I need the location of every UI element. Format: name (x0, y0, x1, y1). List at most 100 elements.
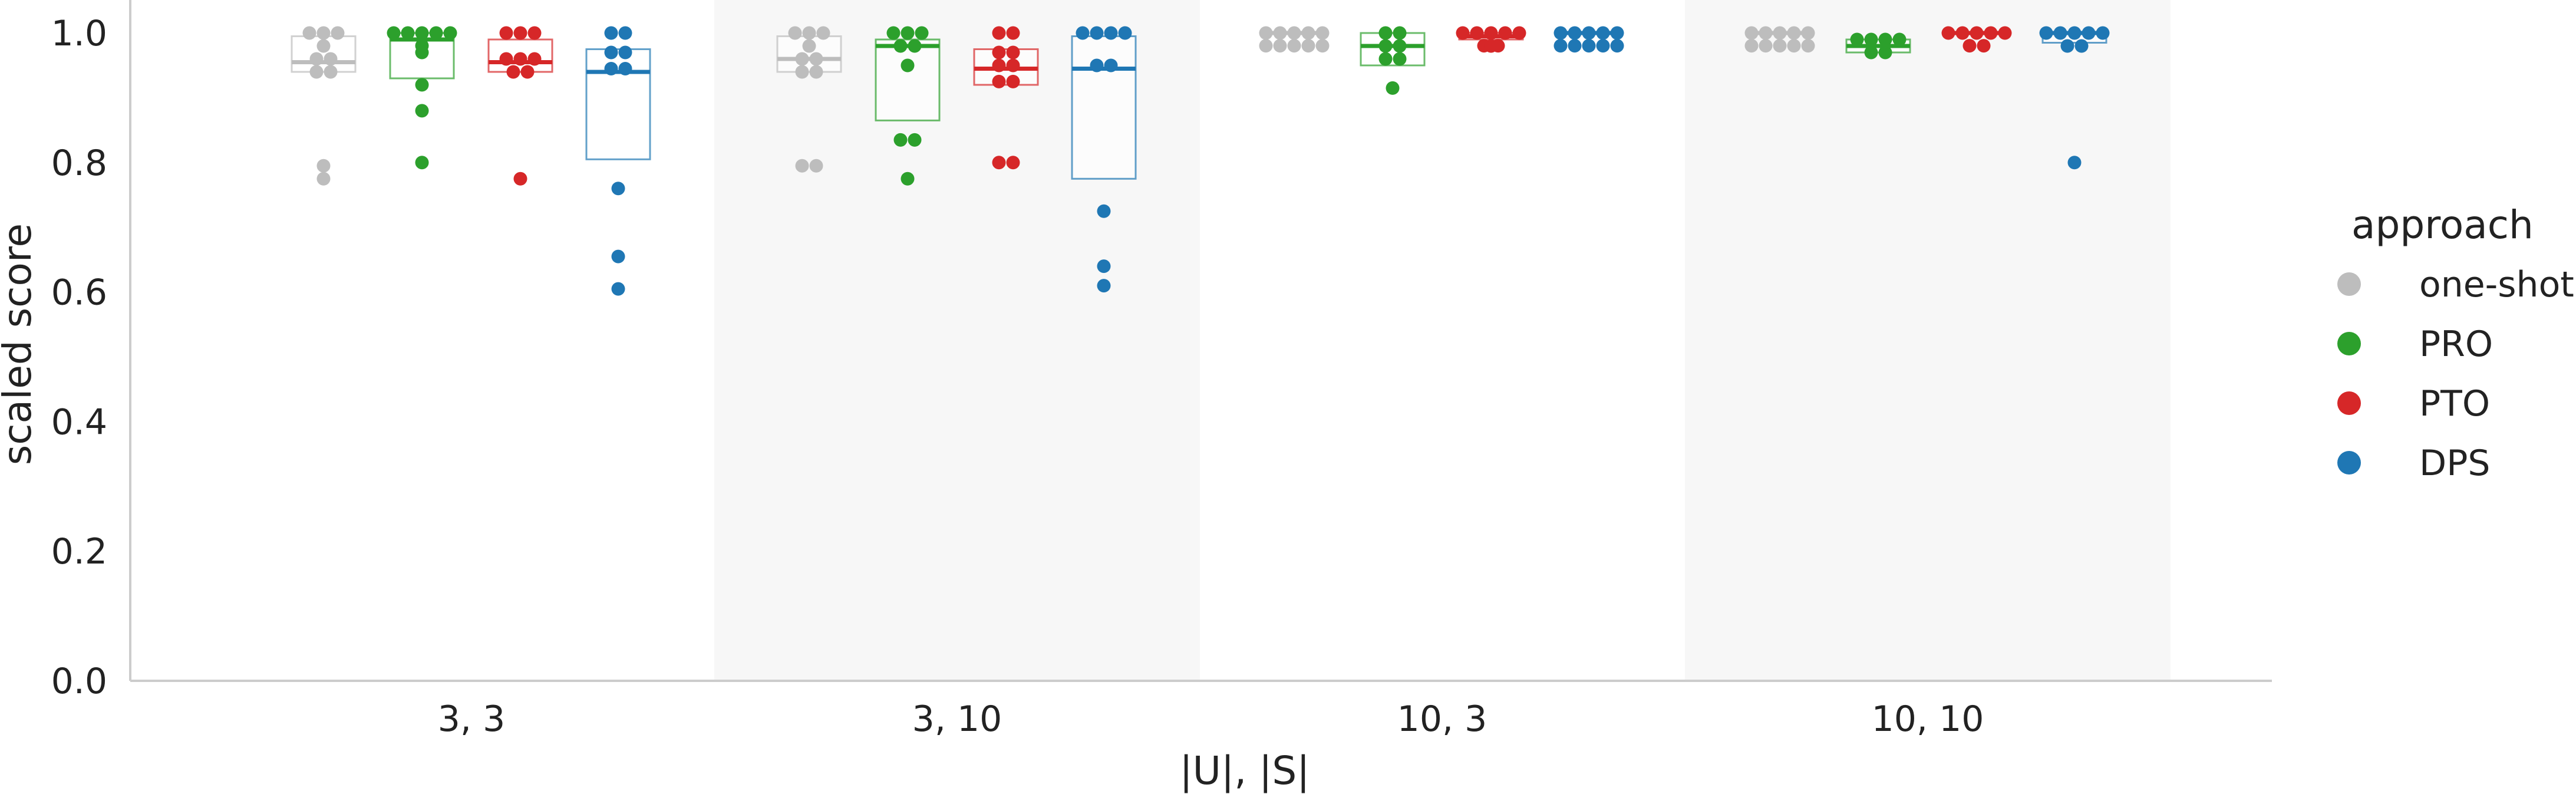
data-point (992, 45, 1006, 60)
data-point (415, 45, 429, 60)
legend-label: DPS (2419, 443, 2490, 484)
data-point (1097, 259, 1111, 274)
data-point (513, 52, 527, 66)
data-point (1553, 39, 1568, 53)
data-point (415, 156, 429, 170)
data-point (1378, 26, 1393, 40)
data-point (611, 249, 625, 263)
data-point (1076, 26, 1090, 40)
data-point (1484, 39, 1498, 53)
data-point (1568, 39, 1582, 53)
y-tick-label: 0.2 (51, 531, 107, 572)
data-point (992, 156, 1006, 170)
data-point (901, 58, 915, 73)
data-point (802, 39, 816, 53)
data-point (316, 26, 331, 40)
data-point (809, 52, 823, 66)
data-point (2082, 26, 2096, 40)
data-point (415, 78, 429, 92)
data-point (1287, 39, 1301, 53)
data-point (415, 26, 429, 40)
data-point (429, 26, 443, 40)
data-point (1259, 26, 1273, 40)
data-point (1315, 39, 1330, 53)
box (1360, 32, 1426, 67)
point-layer (302, 26, 2110, 296)
data-point (1470, 26, 1484, 40)
legend-label: PRO (2419, 324, 2493, 365)
data-point (1006, 74, 1020, 88)
data-point (1118, 26, 1132, 40)
data-point (1892, 32, 1907, 47)
data-point (795, 159, 809, 173)
y-tick-label: 0.8 (51, 143, 107, 184)
data-point (1787, 26, 1801, 40)
data-point (886, 26, 901, 40)
x-axis-title: |U|, |S| (1179, 748, 1310, 793)
y-tick-label: 0.4 (51, 401, 107, 443)
data-point (1582, 26, 1596, 40)
data-point (1090, 26, 1104, 40)
legend-marker (2337, 332, 2361, 355)
data-point (316, 39, 331, 53)
data-point (513, 172, 527, 186)
data-point (1977, 39, 1991, 53)
data-point (1787, 39, 1801, 53)
data-point (1759, 26, 1773, 40)
data-point (1273, 39, 1287, 53)
legend-label: one-shot (2419, 264, 2574, 305)
x-tick-label: 10, 10 (1872, 699, 1984, 740)
data-point (2060, 39, 2074, 53)
data-point (1090, 58, 1104, 73)
data-point (527, 52, 542, 66)
data-point (618, 61, 632, 75)
data-point (2067, 26, 2082, 40)
data-point (992, 58, 1006, 73)
data-point (901, 26, 915, 40)
data-point (316, 172, 331, 186)
data-point (908, 133, 922, 147)
y-tick-labels: 0.0 0.2 0.4 0.6 0.8 1.0 (51, 13, 107, 702)
data-point (324, 65, 338, 79)
data-point (1984, 26, 1998, 40)
x-tick-labels: 3, 3 3, 10 10, 3 10, 10 (438, 699, 1984, 740)
data-point (1773, 26, 1787, 40)
data-point (499, 26, 513, 40)
data-point (309, 52, 324, 66)
x-tick-label: 3, 10 (912, 699, 1002, 740)
data-point (1878, 32, 1892, 47)
group-band (1685, 0, 2171, 681)
data-point (1610, 39, 1624, 53)
x-tick-label: 10, 3 (1397, 699, 1487, 740)
data-point (443, 26, 457, 40)
y-tick-label: 1.0 (51, 13, 107, 54)
data-point (893, 133, 908, 147)
data-point (1301, 26, 1315, 40)
data-point (1568, 26, 1582, 40)
data-point (1596, 39, 1610, 53)
data-point (1941, 26, 1955, 40)
y-tick-label: 0.0 (51, 661, 107, 702)
data-point (520, 65, 535, 79)
box (1071, 35, 1137, 180)
data-point (604, 61, 618, 75)
data-point (401, 26, 415, 40)
data-point (1006, 156, 1020, 170)
data-point (1512, 26, 1526, 40)
data-point (1315, 26, 1330, 40)
data-point (1801, 39, 1815, 53)
data-point (1498, 26, 1512, 40)
data-point (2074, 39, 2089, 53)
data-point (1393, 26, 1407, 40)
data-point (1744, 39, 1759, 53)
data-point (1596, 26, 1610, 40)
data-point (1998, 26, 2012, 40)
data-point (1378, 39, 1393, 53)
data-point (1287, 26, 1301, 40)
data-point (1864, 45, 1878, 60)
data-point (1301, 39, 1315, 53)
data-point (2039, 26, 2053, 40)
data-point (992, 74, 1006, 88)
data-point (611, 182, 625, 196)
